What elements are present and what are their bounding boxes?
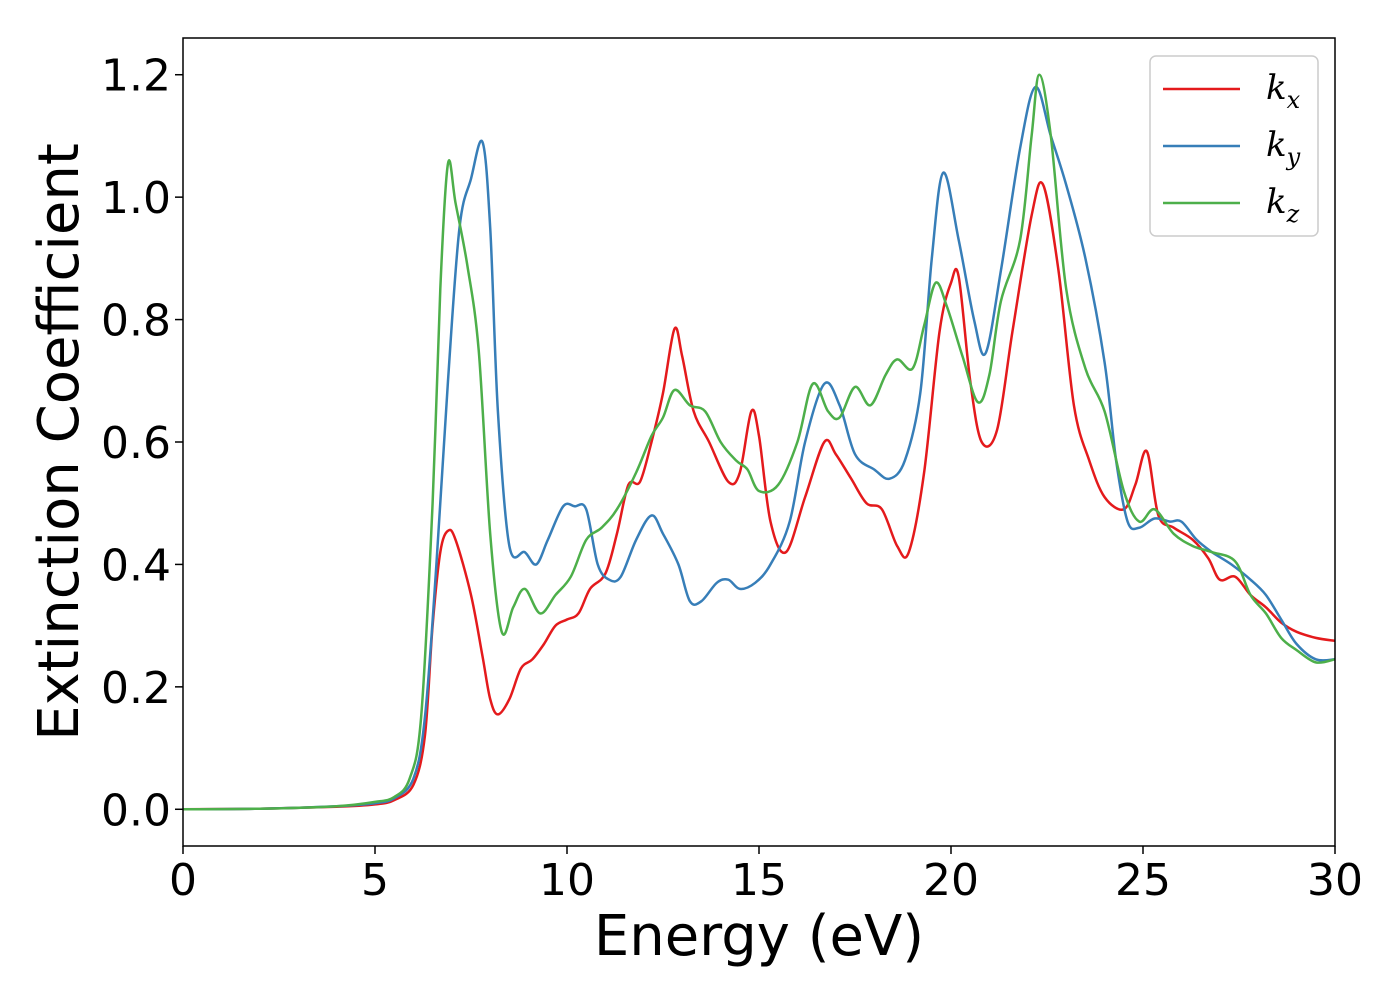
y-tick-label: 0.0: [101, 785, 171, 836]
legend-label-base: k: [1266, 125, 1287, 165]
series-layer: [182, 73, 1336, 811]
y-axis-title: Extinction Coefficient: [27, 143, 92, 741]
y-tick-label: 0.2: [101, 663, 171, 714]
y-tick-label: 0.8: [101, 296, 171, 347]
x-tick-label: 30: [1307, 855, 1363, 906]
series-line-x: [182, 181, 1336, 811]
legend-label-subscript: x: [1287, 86, 1301, 114]
x-axis: 0 5 10 15 20 25 30: [169, 846, 1363, 906]
x-tick-label: 20: [923, 855, 979, 906]
series-line-z: [182, 73, 1336, 811]
y-tick-label: 1.2: [101, 51, 171, 102]
legend-label-y: ky: [1266, 125, 1301, 171]
y-tick-label: 0.4: [101, 540, 171, 591]
x-tick-label: 25: [1115, 855, 1171, 906]
x-tick-label: 0: [169, 855, 197, 906]
legend-label-x: kx: [1266, 68, 1301, 114]
y-tick-label: 1.0: [101, 173, 171, 224]
series-line-y: [182, 85, 1336, 811]
legend-label-subscript: z: [1286, 200, 1300, 228]
x-tick-label: 15: [731, 855, 787, 906]
x-axis-title: Energy (eV): [594, 904, 924, 969]
x-tick-label: 10: [539, 855, 595, 906]
legend-label-base: k: [1266, 182, 1287, 222]
x-tick-label: 5: [361, 855, 389, 906]
legend-label-z: kz: [1266, 182, 1300, 228]
legend-label-base: k: [1266, 68, 1287, 108]
y-axis: 0.0 0.2 0.4 0.6 0.8 1.0 1.2: [101, 51, 183, 836]
legend-label-subscript: y: [1286, 143, 1301, 171]
y-tick-label: 0.6: [101, 418, 171, 469]
